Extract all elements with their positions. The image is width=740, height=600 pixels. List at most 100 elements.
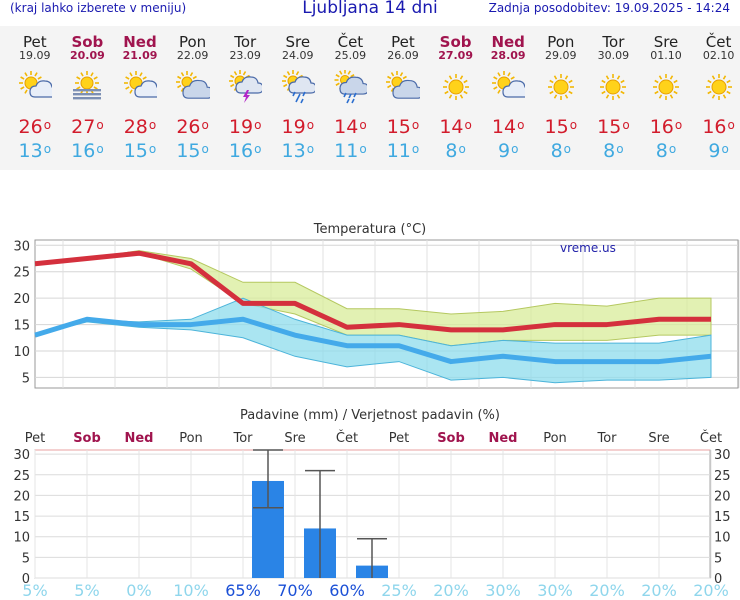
precipitation-probability: 0% [126, 581, 151, 600]
degree-mark: o [148, 142, 157, 156]
min-temperature: 11o [324, 138, 377, 164]
forecast-day: Sre 24.09 19o 13o [272, 26, 325, 164]
degree-mark: o [201, 142, 209, 156]
day-name: Tor [234, 33, 257, 51]
precipitation-y-tick-left: 20 [13, 489, 30, 504]
min-temperature: 15o [114, 138, 167, 164]
max-temperature-value: 15 [597, 116, 622, 138]
forecast-day: Sob 27.09 14o 8o [429, 26, 482, 164]
max-temperature: 19o [272, 116, 325, 138]
max-temperature-value: 26 [176, 116, 201, 138]
day-name: Čet [337, 33, 364, 51]
mostly-cloudy-icon [175, 71, 213, 99]
precipitation-chart: Padavine (mm) / Verjetnost padavin (%) Pe… [13, 408, 731, 600]
precipitation-y-tick-right: 15 [714, 510, 731, 525]
weather-icon-wrap [587, 70, 640, 110]
weather-icon-wrap [324, 69, 377, 110]
max-temperature: 26o [166, 116, 219, 138]
min-temperature-value: 16 [71, 140, 96, 162]
min-temperature-value: 16 [228, 140, 254, 162]
weather-icon-wrap [535, 70, 588, 110]
max-temperature: 14o [482, 116, 535, 138]
weather-icon-wrap [219, 70, 272, 110]
precipitation-y-tick-left: 5 [22, 551, 30, 566]
precipitation-y-tick-left: 15 [13, 510, 30, 525]
weather-icon-wrap [377, 70, 430, 110]
forecast-day: Pet 19.09 26o 13o [9, 26, 62, 164]
min-temperature-value: 11 [334, 140, 359, 162]
degree-mark: o [411, 142, 420, 156]
temperature-y-tick: 5 [22, 371, 30, 386]
degree-mark: o [201, 118, 209, 132]
day-name: Pet [391, 33, 415, 51]
precipitation-x-tick: Pon [179, 431, 203, 446]
max-temperature: 16o [640, 116, 693, 138]
degree-mark: o [96, 118, 104, 132]
precipitation-x-tick: Ned [488, 431, 517, 446]
weather-icon-wrap [692, 70, 740, 110]
degree-mark: o [721, 142, 729, 156]
precipitation-probability: 30% [485, 581, 521, 600]
max-temperature-value: 27 [71, 116, 96, 138]
day-date: 22.09 [176, 49, 209, 62]
precipitation-x-tick: Sre [284, 431, 305, 446]
temperature-y-tick: 15 [13, 319, 30, 334]
precipitation-probability: 5% [22, 581, 47, 600]
page-title: Ljubljana 14 dni [302, 0, 438, 18]
partly-cloudy-icon [492, 71, 531, 98]
precipitation-y-tick-right: 25 [714, 469, 731, 484]
max-temperature-value: 19 [228, 116, 254, 138]
max-temperature-value: 28 [123, 116, 148, 138]
min-temperature: 11o [377, 138, 430, 164]
degree-mark: o [254, 118, 262, 132]
max-temperature: 15o [587, 116, 640, 138]
location-hint[interactable]: (kraj lahko izberete v meniju) [10, 1, 187, 15]
min-temperature: 8o [429, 138, 482, 164]
day-date: 19.09 [19, 49, 51, 62]
temperature-chart-title: Temperatura (°C) [313, 222, 426, 237]
temperature-series-min [34, 316, 712, 365]
min-temperature-value: 13 [281, 140, 306, 162]
sun-icon [547, 74, 574, 100]
sun-fog-icon [73, 71, 102, 100]
max-temperature: 16o [692, 116, 740, 138]
max-temperature: 28o [114, 116, 167, 138]
temperature-y-tick: 20 [13, 292, 30, 307]
header-bar: (kraj lahko izberete v meniju) Ljubljana… [0, 0, 740, 24]
precipitation-y-tick-right: 20 [714, 489, 731, 504]
min-temperature: 9o [692, 138, 740, 164]
precipitation-probability: 65% [225, 581, 261, 600]
precipitation-x-tick: Pon [543, 431, 567, 446]
degree-mark: o [727, 118, 735, 132]
partly-cloudy-icon [123, 71, 163, 98]
forecast-day: Pet 26.09 15o 11o [377, 26, 430, 164]
precipitation-x-tick: Sob [73, 431, 101, 446]
min-temperature-value: 11 [386, 140, 411, 162]
forecast-day: Sre 01.10 16o 8o [640, 26, 693, 164]
degree-mark: o [306, 118, 315, 132]
min-temperature: 8o [640, 138, 693, 164]
max-temperature: 15o [535, 116, 588, 138]
precipitation-x-tick: Čet [336, 430, 358, 446]
weather-icon-wrap [640, 70, 693, 110]
max-temperature-value: 15 [544, 116, 569, 138]
degree-mark: o [569, 118, 578, 132]
precipitation-chart-title: Padavine (mm) / Verjetnost padavin (%) [240, 408, 500, 423]
temperature-y-tick: 30 [13, 239, 30, 254]
day-date: 20.09 [69, 49, 105, 62]
sun-icon [442, 74, 469, 100]
degree-mark: o [306, 142, 315, 156]
precipitation-x-tick: Ned [124, 431, 153, 446]
day-name: Čet [705, 33, 732, 51]
day-date: 21.09 [122, 49, 158, 62]
temperature-series-max [34, 250, 711, 333]
day-date: 27.09 [438, 49, 473, 62]
weather-icon-wrap [482, 70, 535, 110]
forecast-strip: Pet 19.09 26o 13o Sob 20.09 27o 16o Ned 21.09 28o 1… [0, 26, 740, 170]
degree-mark: o [43, 118, 52, 132]
max-temperature-value: 14 [491, 116, 517, 138]
max-temperature-value: 16 [702, 116, 727, 138]
forecast-day: Tor 30.09 15o 8o [587, 26, 640, 164]
temperature-chart: Temperatura (°C) 5 10 15 20 25 30 vreme.us [13, 222, 740, 389]
day-name: Sob [439, 33, 472, 51]
